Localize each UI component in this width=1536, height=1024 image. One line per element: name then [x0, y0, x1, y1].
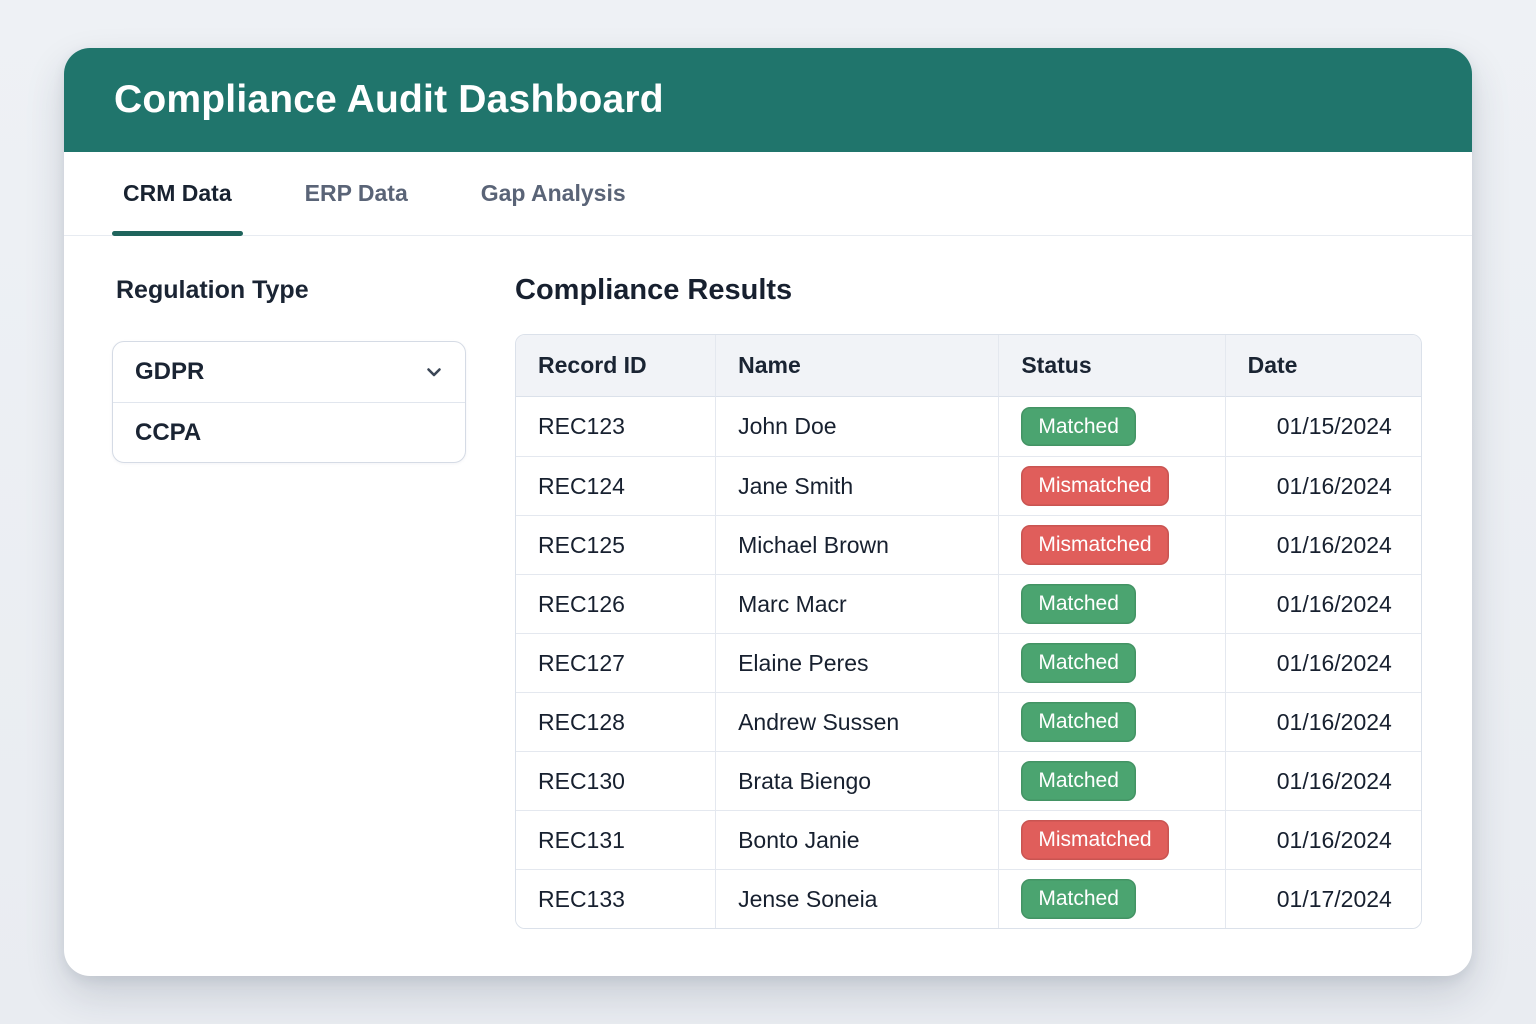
- tab-crm-data[interactable]: CRM Data: [112, 152, 243, 236]
- column-header-date: Date: [1224, 335, 1421, 397]
- tab-label: Gap Analysis: [480, 180, 626, 206]
- status-badge: Mismatched: [1021, 466, 1169, 506]
- table-row: REC123 John Doe Matched 01/15/2024: [516, 397, 1421, 456]
- date-cell: 01/15/2024: [1224, 397, 1421, 456]
- date-cell: 01/16/2024: [1224, 633, 1421, 692]
- status-badge: Matched: [1021, 702, 1136, 742]
- regulation-type-label: Regulation Type: [116, 276, 309, 304]
- table-row: REC126 Marc Macr Matched 01/16/2024: [516, 574, 1421, 633]
- record-id-cell: REC130: [516, 751, 716, 810]
- status-badge: Matched: [1021, 761, 1136, 801]
- table-row: REC128 Andrew Sussen Matched 01/16/2024: [516, 692, 1421, 751]
- status-badge: Matched: [1021, 406, 1136, 447]
- app-header: Compliance Audit Dashboard: [64, 48, 1472, 152]
- tab-bar: CRM Data ERP Data Gap Analysis: [64, 152, 1472, 236]
- regulation-type-dropdown: GDPR CCPA: [112, 341, 466, 463]
- results-panel: Compliance Results Record ID Name Status…: [515, 274, 1422, 929]
- page-title: Compliance Audit Dashboard: [114, 78, 664, 121]
- option-label: CCPA: [135, 418, 202, 446]
- date-cell: 01/16/2024: [1224, 574, 1421, 633]
- filter-panel: Regulation Type GDPR CCPA: [112, 274, 466, 929]
- date-cell: 01/16/2024: [1224, 751, 1421, 810]
- status-badge: Matched: [1021, 584, 1136, 624]
- tab-gap-analysis[interactable]: Gap Analysis: [470, 152, 637, 235]
- name-cell: Michael Brown: [715, 515, 999, 574]
- content-area: Regulation Type GDPR CCPA Compliance Res…: [64, 236, 1472, 929]
- record-id-cell: REC125: [516, 515, 716, 574]
- status-badge: Matched: [1021, 879, 1136, 919]
- compliance-results-table: Record ID Name Status Date REC123 John D…: [515, 334, 1422, 929]
- tab-label: ERP Data: [304, 180, 408, 206]
- chevron-down-icon: [423, 361, 445, 383]
- name-cell: Brata Biengo: [715, 751, 999, 810]
- record-id-cell: REC133: [516, 869, 716, 928]
- date-cell: 01/16/2024: [1224, 456, 1421, 515]
- status-cell: Matched: [998, 751, 1225, 810]
- table-row: REC133 Jense Soneia Matched 01/17/2024: [516, 869, 1421, 928]
- record-id-cell: REC131: [516, 810, 716, 869]
- status-cell: Matched: [998, 869, 1225, 928]
- table-row: REC125 Michael Brown Mismatched 01/16/20…: [516, 515, 1421, 574]
- name-cell: Jane Smith: [715, 456, 999, 515]
- tab-erp-data[interactable]: ERP Data: [294, 152, 419, 235]
- name-cell: John Doe: [715, 397, 999, 456]
- status-badge: Mismatched: [1021, 820, 1169, 860]
- status-badge: Mismatched: [1021, 525, 1169, 565]
- selected-option-label: GDPR: [135, 358, 205, 385]
- table-header-row: Record ID Name Status Date: [516, 335, 1421, 397]
- table-row: REC131 Bonto Janie Mismatched 01/16/2024: [516, 810, 1421, 869]
- tab-label: CRM Data: [123, 180, 232, 206]
- status-cell: Mismatched: [998, 515, 1225, 574]
- date-cell: 01/16/2024: [1224, 515, 1421, 574]
- status-cell: Matched: [998, 692, 1225, 751]
- column-header-status: Status: [998, 335, 1225, 397]
- results-title: Compliance Results: [515, 274, 793, 306]
- column-header-name: Name: [715, 335, 999, 397]
- record-id-cell: REC123: [516, 397, 716, 456]
- table-row: REC124 Jane Smith Mismatched 01/16/2024: [516, 456, 1421, 515]
- status-cell: Matched: [998, 397, 1225, 456]
- column-header-record-id: Record ID: [516, 335, 716, 397]
- record-id-cell: REC126: [516, 574, 716, 633]
- name-cell: Andrew Sussen: [715, 692, 999, 751]
- status-cell: Matched: [998, 633, 1225, 692]
- record-id-cell: REC124: [516, 456, 716, 515]
- name-cell: Jense Soneia: [715, 869, 999, 928]
- table-row: REC130 Brata Biengo Matched 01/16/2024: [516, 751, 1421, 810]
- name-cell: Marc Macr: [715, 574, 999, 633]
- name-cell: Elaine Peres: [715, 633, 999, 692]
- date-cell: 01/17/2024: [1224, 869, 1421, 928]
- status-cell: Matched: [998, 574, 1225, 633]
- status-cell: Mismatched: [998, 810, 1225, 869]
- regulation-option-ccpa[interactable]: CCPA: [113, 402, 465, 462]
- date-cell: 01/16/2024: [1224, 692, 1421, 751]
- record-id-cell: REC127: [516, 633, 716, 692]
- status-badge: Matched: [1021, 643, 1136, 683]
- name-cell: Bonto Janie: [715, 810, 999, 869]
- table-row: REC127 Elaine Peres Matched 01/16/2024: [516, 633, 1421, 692]
- date-cell: 01/16/2024: [1224, 810, 1421, 869]
- dashboard-card: Compliance Audit Dashboard CRM Data ERP …: [64, 48, 1472, 976]
- regulation-dropdown-selected[interactable]: GDPR: [113, 342, 465, 402]
- status-cell: Mismatched: [998, 456, 1225, 515]
- record-id-cell: REC128: [516, 692, 716, 751]
